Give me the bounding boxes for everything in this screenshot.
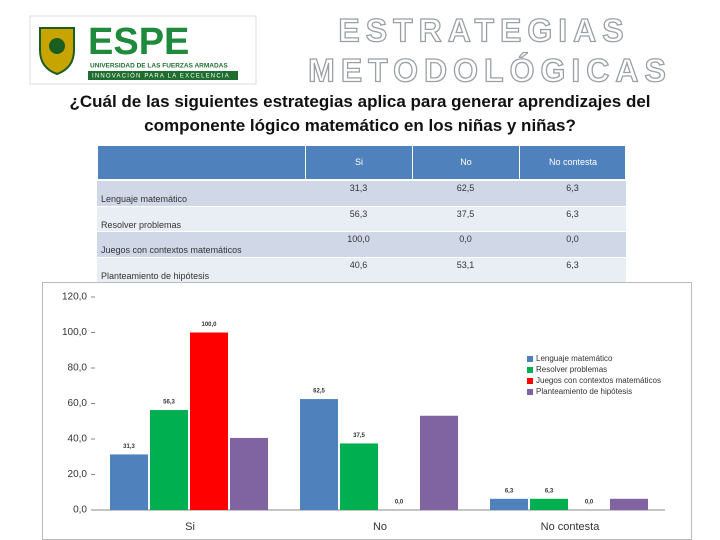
data-label: 6,3 bbox=[545, 488, 554, 494]
legend-swatch bbox=[527, 367, 533, 373]
logo-motto: INNOVACIÓN PARA LA EXCELENCIA bbox=[92, 73, 230, 80]
y-tick-label: 80,0 bbox=[68, 363, 88, 374]
slide-title: METODOLÓGICAS bbox=[308, 52, 672, 88]
y-tick-label: 20,0 bbox=[68, 469, 88, 480]
x-tick-label: No bbox=[373, 521, 387, 533]
y-tick-label: 100,0 bbox=[62, 327, 87, 338]
legend-label: Resolver problemas bbox=[536, 365, 607, 374]
data-label: 37,5 bbox=[353, 433, 365, 439]
table-cell: 6,3 bbox=[566, 259, 579, 270]
legend-label: Planteamiento de hipótesis bbox=[536, 387, 632, 396]
table-cell: 53,1 bbox=[456, 259, 475, 270]
bar bbox=[190, 332, 228, 510]
table-row bbox=[97, 205, 626, 231]
bar bbox=[300, 399, 338, 510]
logo-subtitle: UNIVERSIDAD DE LAS FUERZAS ARMADAS bbox=[90, 63, 228, 70]
bar bbox=[610, 498, 648, 510]
data-label: 0,0 bbox=[395, 500, 404, 506]
table-row bbox=[97, 180, 626, 206]
data-label: 100,0 bbox=[201, 322, 217, 328]
column-header: No bbox=[412, 145, 519, 180]
bar bbox=[530, 498, 568, 510]
data-label: 0,0 bbox=[585, 500, 594, 506]
bar bbox=[420, 415, 458, 510]
y-tick-label: 60,0 bbox=[68, 398, 88, 409]
table-cell: 6,3 bbox=[566, 208, 579, 219]
legend-swatch bbox=[527, 378, 533, 384]
table-cell: 0,0 bbox=[459, 234, 472, 244]
row-label: Resolver problemas bbox=[101, 219, 182, 230]
table-cell: 6,3 bbox=[566, 183, 579, 193]
bar bbox=[110, 454, 148, 510]
table-cell: 40,6 bbox=[349, 259, 368, 270]
table-cell: 56,3 bbox=[349, 208, 368, 219]
bar bbox=[150, 410, 188, 510]
legend-swatch bbox=[527, 356, 533, 362]
x-tick-label: No contesta bbox=[541, 521, 601, 533]
y-tick-label: 0,0 bbox=[73, 505, 87, 516]
table-cell: 100,0 bbox=[347, 234, 370, 244]
logo-bar bbox=[88, 71, 238, 80]
column-header: Si bbox=[305, 145, 412, 180]
row-label: Lenguaje matemático bbox=[101, 194, 188, 204]
legend-swatch bbox=[527, 389, 533, 395]
table-row bbox=[97, 231, 626, 257]
table-row bbox=[97, 256, 626, 282]
data-label: 6,3 bbox=[505, 488, 514, 494]
column-header: No contesta bbox=[519, 145, 626, 180]
table-cell: 62,5 bbox=[456, 183, 475, 193]
header: ESPE UNIVERSIDAD DE LAS FUERZAS ARMADAS … bbox=[29, 12, 672, 89]
question: ¿Cuál de las siguientes estrategias apli… bbox=[69, 92, 651, 135]
y-tick-label: 40,0 bbox=[68, 434, 88, 445]
logo-emblem bbox=[49, 38, 65, 54]
chart: 0,0 20,0 40,0 60,0 80,0 100,0 120,0 Si 31,3 56,3 1… bbox=[42, 282, 692, 540]
data-label: 56,3 bbox=[163, 400, 175, 406]
table-cell: 0,0 bbox=[566, 234, 579, 244]
header-row bbox=[97, 145, 626, 180]
y-tick-label: 120,0 bbox=[62, 292, 87, 303]
bar bbox=[230, 437, 268, 510]
bar bbox=[340, 443, 378, 510]
x-tick-label: Si bbox=[185, 521, 195, 533]
table-cell: 31,3 bbox=[349, 183, 368, 193]
legend-label: Lenguaje matemático bbox=[536, 354, 613, 363]
legend-label: Juegos con contextos matemáticos bbox=[536, 376, 661, 385]
row-label: Juegos con contextos matemáticos bbox=[101, 245, 242, 255]
data-label: 62,5 bbox=[313, 389, 325, 395]
data-label: 31,3 bbox=[123, 444, 135, 450]
slide-title: ESTRATEGIAS bbox=[338, 12, 629, 48]
logo-text: ESPE bbox=[88, 21, 189, 63]
row-label: Planteamiento de hipótesis bbox=[101, 270, 210, 281]
bar bbox=[490, 498, 528, 510]
table-cell: 37,5 bbox=[456, 208, 475, 219]
